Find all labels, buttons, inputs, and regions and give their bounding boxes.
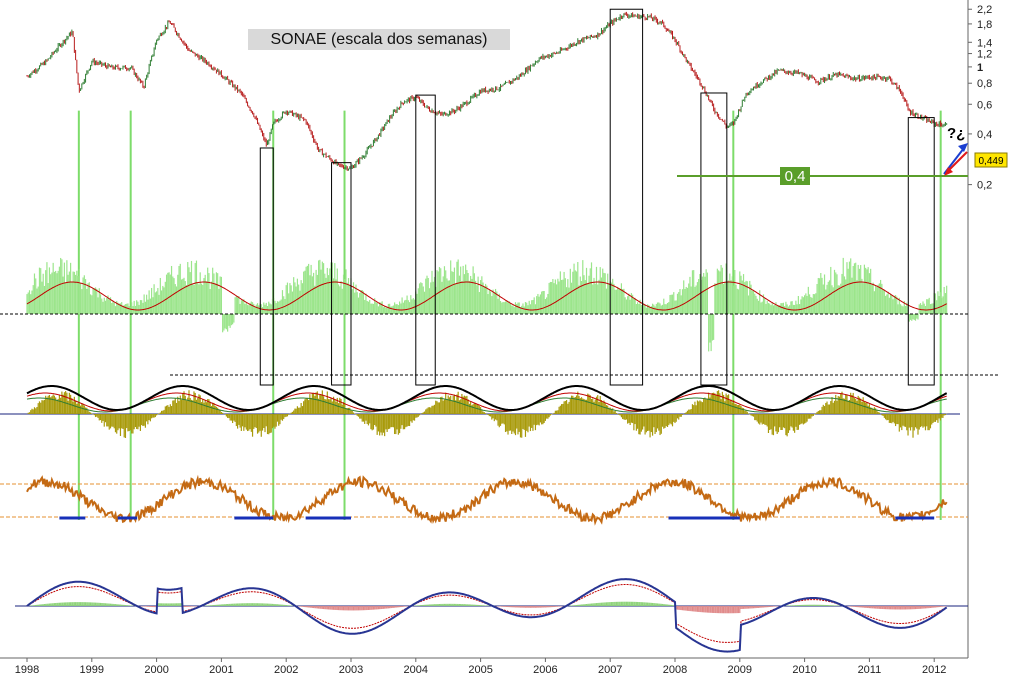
y-tick-label: 0,6 xyxy=(977,99,992,111)
highlight-box xyxy=(331,162,352,386)
macd-histogram xyxy=(27,601,948,614)
x-tick-label: 2009 xyxy=(728,664,752,676)
x-tick-label: 2010 xyxy=(792,664,816,676)
direction-arrows xyxy=(943,143,968,176)
x-tick-label: 2004 xyxy=(404,664,428,676)
y-tick-label: 1 xyxy=(977,62,983,74)
question-annotation: ?¿ xyxy=(947,125,965,142)
macd-signal-line xyxy=(26,584,947,643)
x-tick-label: 2002 xyxy=(274,664,298,676)
highlight-box xyxy=(259,147,274,386)
highlight-box xyxy=(415,94,436,386)
y-tick-label: 2,2 xyxy=(977,4,992,16)
x-tick-label: 2003 xyxy=(339,664,363,676)
support-label: 0,4 xyxy=(785,168,806,185)
last-price-box xyxy=(974,152,1008,168)
y-tick-label: 0,4 xyxy=(977,129,992,141)
price-candles xyxy=(26,11,948,171)
y-tick-label: 1,4 xyxy=(977,37,992,49)
y-tick-label: 0,2 xyxy=(977,180,992,192)
support-label-box xyxy=(780,167,810,185)
volume-panel xyxy=(26,257,948,352)
x-tick-label: 1999 xyxy=(80,664,104,676)
x-tick-label: 1998 xyxy=(15,664,39,676)
x-tick-label: 2008 xyxy=(663,664,687,676)
macd-line xyxy=(26,578,948,653)
x-tick-label: 2011 xyxy=(858,664,882,676)
last-price-label: 0,449 xyxy=(978,156,1003,167)
volume-moving-average xyxy=(26,281,947,311)
x-tick-label: 2007 xyxy=(598,664,622,676)
y-tick-label: 0,8 xyxy=(977,78,992,90)
y-tick-label: 1,8 xyxy=(977,19,992,31)
x-tick-label: 2012 xyxy=(922,664,946,676)
highlight-box xyxy=(609,8,644,386)
x-tick-label: 2005 xyxy=(468,664,492,676)
green-vertical-markers xyxy=(77,110,942,520)
osc1-black-line xyxy=(26,385,948,411)
chart-title: SONAE (escala dos semanas) xyxy=(248,29,510,50)
x-axis-ticks: 1998 1999 2000 2001 2002 2003 2004 2005 2006 2007… xyxy=(15,658,946,676)
x-tick-label: 2000 xyxy=(144,664,168,676)
y-tick-label: 1,2 xyxy=(977,49,992,61)
y-axis-ticks: 2,2 1,8 1,41,21 0,8 0,6 0,4 0,2 xyxy=(968,4,992,192)
osc2-orange-line xyxy=(26,474,948,526)
x-tick-label: 2001 xyxy=(209,664,233,676)
highlight-boxes xyxy=(259,8,935,386)
highlight-box xyxy=(700,92,728,386)
x-tick-label: 2006 xyxy=(533,664,557,676)
highlight-box xyxy=(907,117,935,386)
